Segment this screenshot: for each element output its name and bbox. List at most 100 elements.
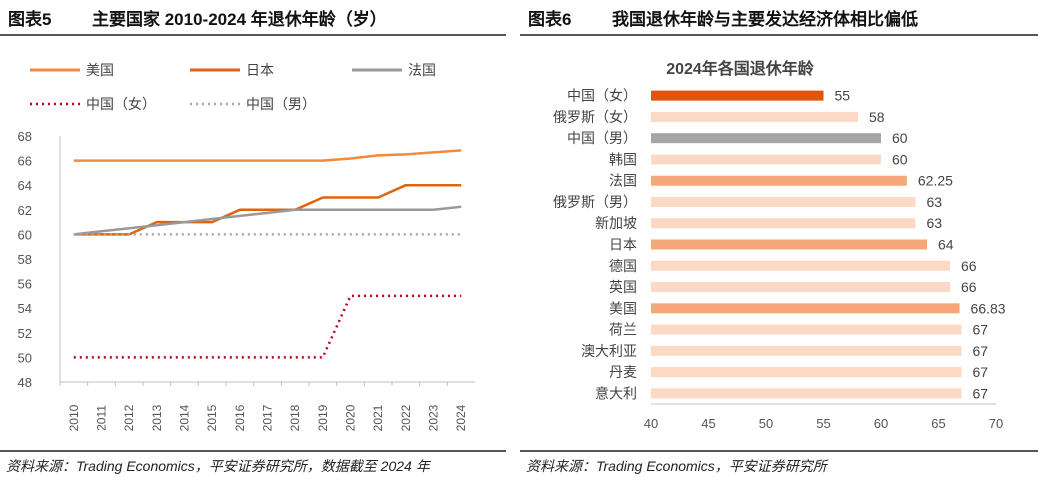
- x-tick-label: 2018: [288, 404, 302, 431]
- legend-label: 中国（女）: [86, 96, 156, 112]
- x-tick-label: 40: [644, 416, 658, 431]
- left-figure-number: 图表5: [8, 9, 52, 29]
- x-tick-label: 2010: [67, 404, 81, 431]
- bar-chart-axes: 40 45 50 55 60 65 70 中国（女） 俄罗斯（女） 中国（男） 韩国法国俄罗斯（男）…: [553, 88, 1003, 431]
- bar-value-label: 58: [869, 109, 885, 125]
- bar-chart-bars: 55 58 60 60 62.25 63 63 64 66 66 66.83 67 67 67 67: [651, 88, 1006, 401]
- left-figure-title: 主要国家 2010-2024 年退休年龄（岁）: [92, 9, 387, 29]
- right-figure-panel: 图表6 我国退休年龄与主要发达经济体相比偏低 2024年各国退休年龄 40 45 5…: [520, 0, 1038, 483]
- y-tick-label: 58: [18, 252, 32, 267]
- bar-value-label: 55: [835, 88, 851, 104]
- bar-value-label: 67: [973, 343, 989, 359]
- x-tick-label: 45: [701, 416, 715, 431]
- x-tick-label: 2022: [399, 404, 413, 431]
- y-tick-label: 68: [18, 129, 32, 144]
- x-tick-label: 70: [989, 416, 1003, 431]
- series-line: [73, 149, 462, 162]
- x-tick-label: 2015: [205, 404, 219, 431]
- bar: [651, 388, 962, 399]
- y-tick-label: 60: [18, 227, 32, 242]
- x-tick-label: 2011: [95, 405, 109, 431]
- y-tick-label: 56: [18, 277, 32, 292]
- bar: [651, 218, 916, 229]
- left-figure-title-bar: 图表5 主要国家 2010-2024 年退休年龄（岁）: [0, 0, 506, 36]
- bar-value-label: 62.25: [918, 173, 953, 189]
- right-figure-number: 图表6: [528, 9, 572, 29]
- bar: [651, 303, 960, 314]
- bar-value-label: 63: [927, 215, 943, 231]
- bar: [651, 324, 962, 335]
- bar-value-label: 60: [892, 130, 908, 146]
- x-tick-label: 2017: [261, 404, 275, 431]
- category-label: 美国: [609, 300, 637, 316]
- bar: [651, 154, 881, 165]
- category-label: 俄罗斯（男）: [553, 194, 637, 210]
- right-figure-title: 我国退休年龄与主要发达经济体相比偏低: [612, 9, 918, 29]
- legend-label: 法国: [408, 62, 436, 78]
- x-tick-label: 65: [931, 416, 945, 431]
- x-tick-label: 2014: [178, 404, 192, 431]
- y-tick-label: 62: [18, 203, 32, 218]
- x-tick-label: 50: [759, 416, 773, 431]
- bar: [651, 367, 962, 378]
- series-line: [73, 183, 462, 236]
- category-label: 日本: [609, 237, 637, 253]
- category-label: 法国: [609, 173, 637, 189]
- bar: [651, 196, 916, 207]
- x-tick-label: 2023: [427, 404, 441, 431]
- x-tick-label: 2020: [344, 404, 358, 431]
- y-tick-label: 48: [18, 375, 32, 390]
- right-figure-source: 资料来源：Trading Economics，平安证券研究所: [520, 450, 1038, 480]
- left-figure-source: 资料来源：Trading Economics，平安证券研究所，数据截至 2024…: [0, 450, 506, 480]
- bar: [651, 111, 858, 122]
- bar-value-label: 63: [927, 194, 943, 210]
- bar-value-label: 67: [973, 364, 989, 380]
- y-tick-label: 66: [18, 154, 32, 169]
- legend-label: 日本: [246, 62, 274, 78]
- category-label: 韩国: [609, 151, 637, 167]
- left-figure-panel: 图表5 主要国家 2010-2024 年退休年龄（岁） 美国 日本 法国中国（女） 中…: [0, 0, 506, 483]
- category-label: 意大利: [595, 385, 637, 401]
- bar-value-label: 67: [973, 322, 989, 338]
- x-tick-label: 2019: [316, 404, 330, 431]
- category-label: 荷兰: [609, 322, 637, 338]
- bar-value-label: 64: [938, 237, 954, 253]
- category-label: 中国（女）: [567, 88, 637, 104]
- category-label: 丹麦: [609, 364, 637, 380]
- legend-label: 中国（男）: [246, 96, 316, 112]
- bar-value-label: 66: [961, 279, 977, 295]
- bar: [651, 175, 907, 186]
- x-tick-label: 60: [874, 416, 888, 431]
- bar: [651, 282, 950, 293]
- legend-label: 美国: [86, 62, 114, 78]
- category-label: 俄罗斯（女）: [553, 109, 637, 125]
- bar-value-label: 67: [973, 385, 989, 401]
- bar-chart-title: 2024年各国退休年龄: [666, 59, 815, 78]
- x-tick-label: 2013: [150, 404, 164, 431]
- series-line: [73, 294, 462, 359]
- retirement-age-bar-chart: 2024年各国退休年龄 40 45 50 55 60 65 70 中国（女） 俄罗斯（女） 中国（…: [553, 59, 1006, 431]
- y-tick-label: 64: [18, 178, 32, 193]
- series-line: [73, 205, 462, 236]
- y-tick-label: 52: [18, 326, 32, 341]
- bar: [651, 239, 927, 250]
- category-label: 中国（男）: [567, 130, 637, 146]
- y-tick-label: 54: [18, 301, 32, 316]
- bar: [651, 260, 950, 271]
- bar-value-label: 60: [892, 151, 908, 167]
- x-tick-label: 2012: [122, 404, 136, 431]
- line-chart-axes: 48 50 52 54 56 58 60 62 64 66 68 2010 2011 2012 2013 20…: [18, 129, 475, 431]
- y-tick-label: 50: [18, 350, 32, 365]
- bar: [651, 133, 881, 144]
- category-label: 新加坡: [595, 215, 637, 231]
- category-label: 澳大利亚: [581, 343, 637, 359]
- x-tick-label: 55: [816, 416, 830, 431]
- x-tick-label: 2024: [454, 404, 468, 431]
- right-figure-title-bar: 图表6 我国退休年龄与主要发达经济体相比偏低: [520, 0, 1038, 36]
- bar-value-label: 66: [961, 258, 977, 274]
- bar-value-label: 66.83: [971, 300, 1006, 316]
- bar: [651, 90, 824, 101]
- x-tick-label: 2016: [233, 404, 247, 431]
- x-tick-label: 2021: [371, 404, 385, 431]
